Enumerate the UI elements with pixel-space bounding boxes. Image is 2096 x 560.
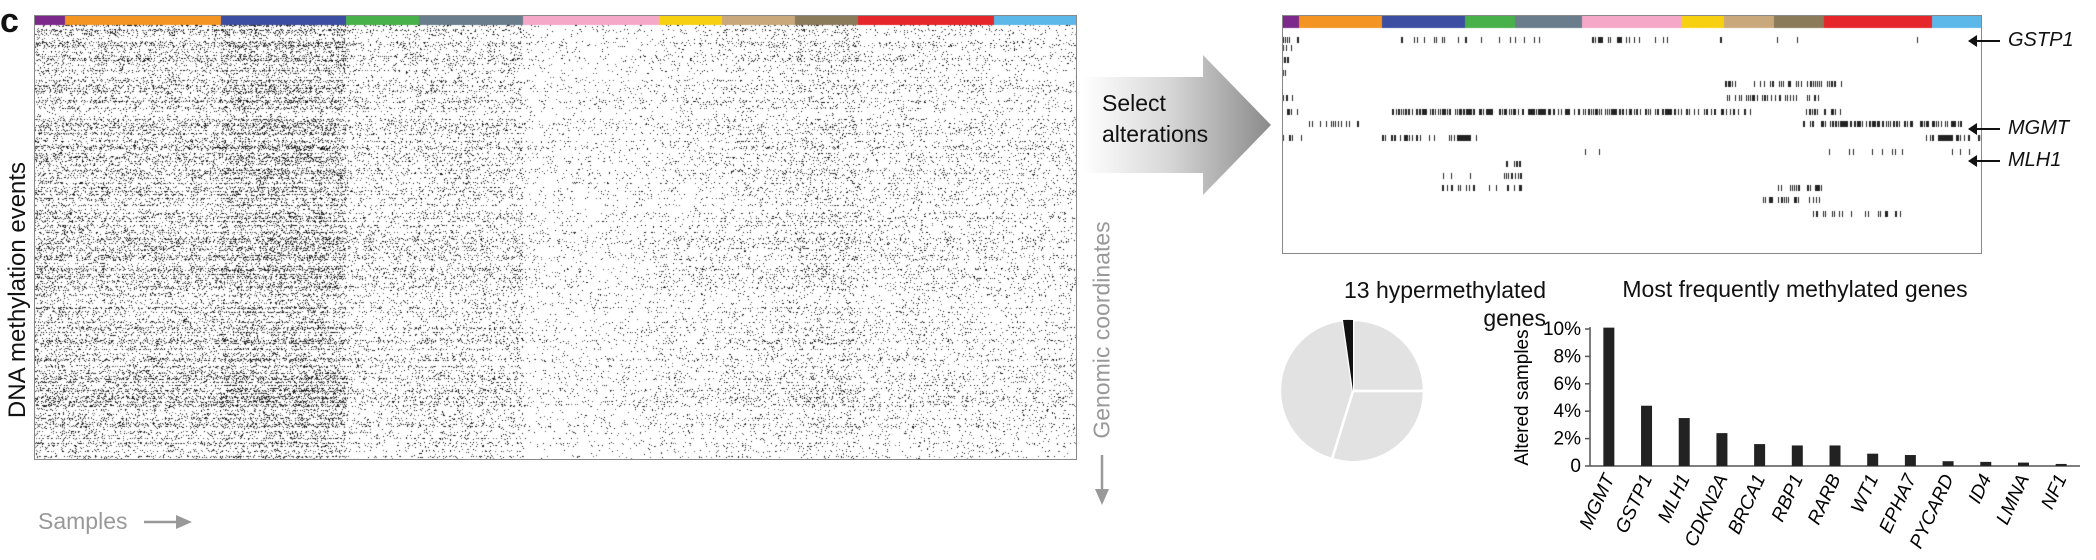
bar-gstp1 — [1641, 405, 1653, 466]
bar-x-tick-label: RBP1 — [1768, 471, 1808, 525]
bar-x-tick-label: WT1 — [1847, 471, 1883, 516]
right-arrow-icon — [144, 515, 192, 529]
gstp1-label: GSTP1 — [2008, 29, 2074, 51]
bar-cdkn2a — [1716, 433, 1728, 466]
pie-slice-black — [1343, 319, 1353, 391]
bar-mlh1 — [1678, 418, 1690, 466]
bar-pycard — [1942, 461, 1954, 466]
select-alterations-arrow-icon — [1083, 55, 1271, 195]
y-axis-label: DNA methylation events — [4, 161, 31, 419]
select-line-1: Select — [1102, 90, 1166, 116]
bar-x-tick-label: RARB — [1804, 471, 1845, 528]
methylation-heatmap-canvas — [34, 15, 1077, 460]
mgmt-label: MGMT — [2008, 117, 2070, 139]
samples-label: Samples — [38, 508, 128, 534]
panel-letter: c — [0, 2, 19, 40]
bar-y-tick-label: 2% — [1554, 429, 1582, 450]
bar-wt1 — [1867, 453, 1879, 466]
bar-y-tick-label: 6% — [1554, 374, 1582, 395]
heatmap-frame — [34, 15, 1077, 460]
bar-rarb — [1829, 445, 1841, 466]
pie-slice-upper-right — [1351, 318, 1426, 393]
selected-heatmap-frame — [1282, 15, 1982, 254]
left-arrow-icon — [1968, 122, 2000, 135]
hypermethylated-pie-chart — [1280, 318, 1426, 464]
bar-y-tick-label: 0 — [1570, 456, 1581, 477]
methylation-heatmap — [34, 15, 1077, 460]
genomic-coordinates-label: Genomic coordinates — [1088, 221, 1115, 439]
pie-title-line-2: genes — [1483, 305, 1546, 331]
selected-alterations-canvas — [1282, 15, 1982, 254]
bar-rbp1 — [1791, 445, 1803, 466]
left-arrow-icon — [1968, 154, 2000, 167]
bar-x-tick-label: ID4 — [1965, 471, 1997, 507]
gstp1-callout: GSTP1 — [1968, 29, 2074, 52]
bar-y-tick-label: 10% — [1543, 319, 1581, 340]
pie-title: 13 hypermethylated genes — [1306, 276, 1546, 332]
bar-y-tick-label: 4% — [1554, 401, 1582, 422]
bar-y-axis-label: Altered samples — [1512, 329, 1533, 465]
bar-chart-title: Most frequently methylated genes — [1622, 276, 1968, 302]
bar-lmna — [2017, 462, 2029, 466]
down-arrow-icon — [1095, 455, 1109, 505]
pie-title-line-1: 13 hypermethylated — [1343, 277, 1546, 303]
bar-x-tick-label: LMNA — [1993, 471, 2034, 528]
bar-y-tick-label: 8% — [1554, 346, 1582, 367]
bar-chart: Altered samples02%4%6%8%10%MGMTGSTP1MLH1… — [1512, 319, 2080, 552]
bar-x-tick-label: MLH1 — [1654, 471, 1694, 526]
select-line-2: alterations — [1102, 121, 1209, 147]
selected-alterations-heatmap — [1282, 15, 1982, 254]
select-alterations-label: Select alterations — [1102, 88, 1208, 150]
left-arrow-icon — [1968, 34, 2000, 47]
bar-epha7 — [1904, 455, 1916, 466]
mlh1-callout: MLH1 — [1968, 149, 2062, 172]
pie-slice-lower — [1330, 389, 1426, 464]
bar-x-tick-label: NF1 — [2037, 471, 2071, 512]
bar-brca1 — [1754, 444, 1766, 466]
bar-nf1 — [2055, 463, 2067, 466]
pie-slice-left — [1280, 318, 1355, 461]
mlh1-label: MLH1 — [2008, 149, 2062, 171]
bar-id4 — [1980, 461, 1992, 466]
bar-mgmt — [1603, 327, 1615, 466]
mgmt-callout: MGMT — [1968, 117, 2070, 140]
